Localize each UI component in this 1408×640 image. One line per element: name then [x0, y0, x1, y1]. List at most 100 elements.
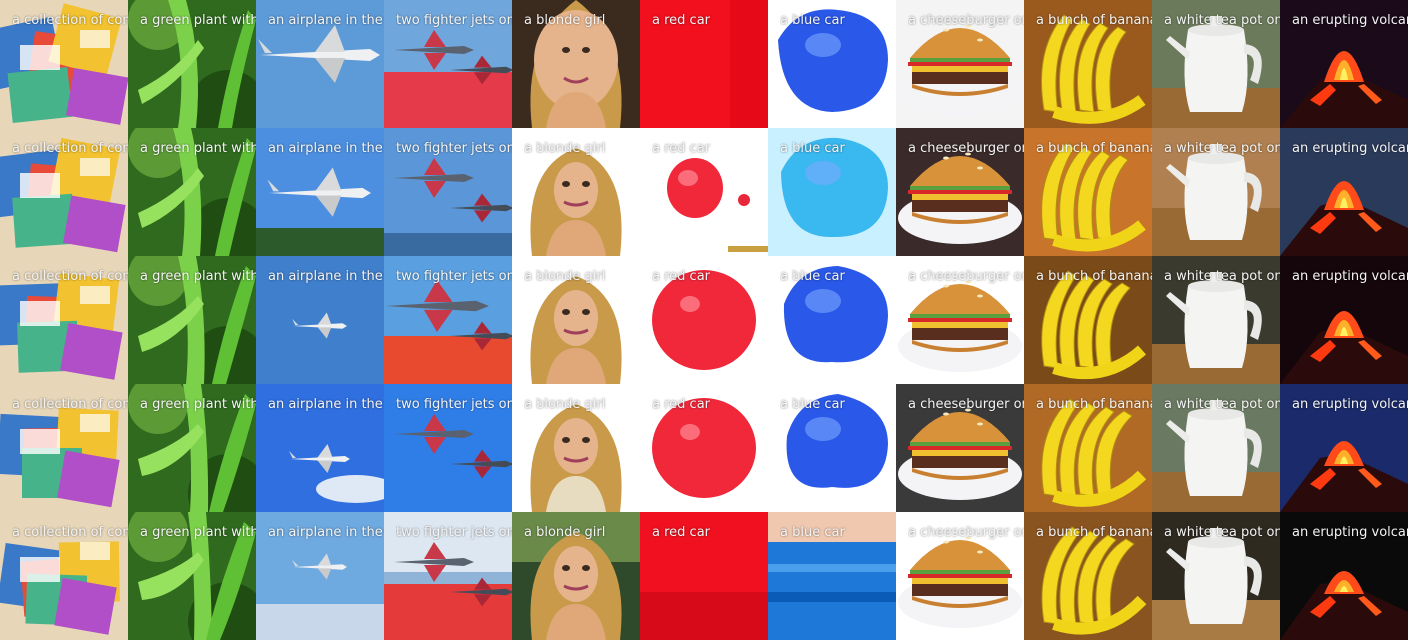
white-teapot-picture: [1152, 256, 1280, 384]
cheeseburger-picture: [896, 0, 1024, 128]
cheeseburger-image: a cheeseburger on: [896, 128, 1024, 256]
white-teapot-image: a white tea pot on: [1152, 384, 1280, 512]
blue-car-image: a blue car: [768, 0, 896, 128]
cheeseburger-image: a cheeseburger on: [896, 256, 1024, 384]
fighter-jets-image: two fighter jets on: [384, 512, 512, 640]
blonde-girl-picture: [512, 512, 640, 640]
blue-car-picture: [768, 384, 896, 512]
comic-books-image: a collection of comic books: [0, 128, 128, 256]
airplane-image: an airplane in the sky: [256, 0, 384, 128]
bananas-picture: [1024, 512, 1152, 640]
fighter-jets-picture: [384, 256, 512, 384]
blonde-girl-image: a blonde girl: [512, 256, 640, 384]
comic-books-image: a collection of comic books: [0, 512, 128, 640]
white-teapot-image: a white tea pot on: [1152, 512, 1280, 640]
volcano-image: an erupting volcano: [1280, 256, 1408, 384]
red-car-image: a red car: [640, 256, 768, 384]
airplane-image: an airplane in the sky: [256, 384, 384, 512]
comic-books-image: a collection of comic books: [0, 0, 128, 128]
volcano-image: an erupting volcano: [1280, 512, 1408, 640]
red-car-picture: [640, 128, 768, 256]
volcano-image: an erupting volcano: [1280, 384, 1408, 512]
green-plant-picture: [128, 512, 256, 640]
comic-books-picture: [0, 0, 128, 128]
blonde-girl-image: a blonde girl: [512, 384, 640, 512]
volcano-picture: [1280, 384, 1408, 512]
cheeseburger-image: a cheeseburger on: [896, 0, 1024, 128]
volcano-image: an erupting volcano: [1280, 128, 1408, 256]
fighter-jets-picture: [384, 128, 512, 256]
blue-car-image: a blue car: [768, 256, 896, 384]
blue-car-picture: [768, 256, 896, 384]
blonde-girl-picture: [512, 0, 640, 128]
red-car-image: a red car: [640, 384, 768, 512]
cheeseburger-picture: [896, 256, 1024, 384]
blonde-girl-picture: [512, 384, 640, 512]
green-plant-picture: [128, 384, 256, 512]
fighter-jets-image: two fighter jets on: [384, 0, 512, 128]
bananas-image: a bunch of bananas: [1024, 384, 1152, 512]
bananas-image: a bunch of bananas: [1024, 256, 1152, 384]
white-teapot-image: a white tea pot on: [1152, 128, 1280, 256]
green-plant-image: a green plant with: [128, 384, 256, 512]
fighter-jets-picture: [384, 0, 512, 128]
red-car-picture: [640, 512, 768, 640]
blonde-girl-image: a blonde girl: [512, 512, 640, 640]
red-car-image: a red car: [640, 512, 768, 640]
white-teapot-picture: [1152, 384, 1280, 512]
blonde-girl-picture: [512, 256, 640, 384]
bananas-picture: [1024, 256, 1152, 384]
volcano-picture: [1280, 512, 1408, 640]
cheeseburger-picture: [896, 384, 1024, 512]
bananas-image: a bunch of bananas: [1024, 128, 1152, 256]
red-car-picture: [640, 256, 768, 384]
volcano-image: an erupting volcano: [1280, 0, 1408, 128]
comic-books-image: a collection of comic books: [0, 256, 128, 384]
fighter-jets-picture: [384, 512, 512, 640]
comic-books-picture: [0, 384, 128, 512]
green-plant-image: a green plant with: [128, 512, 256, 640]
blue-car-picture: [768, 0, 896, 128]
airplane-picture: [256, 128, 384, 256]
blue-car-picture: [768, 128, 896, 256]
airplane-image: an airplane in the sky: [256, 512, 384, 640]
airplane-image: an airplane in the sky: [256, 256, 384, 384]
blonde-girl-picture: [512, 128, 640, 256]
cheeseburger-picture: [896, 128, 1024, 256]
fighter-jets-image: two fighter jets on: [384, 384, 512, 512]
green-plant-picture: [128, 0, 256, 128]
blue-car-image: a blue car: [768, 512, 896, 640]
airplane-image: an airplane in the sky: [256, 128, 384, 256]
blue-car-image: a blue car: [768, 384, 896, 512]
fighter-jets-image: two fighter jets on: [384, 128, 512, 256]
green-plant-image: a green plant with: [128, 0, 256, 128]
cheeseburger-picture: [896, 512, 1024, 640]
bananas-image: a bunch of bananas: [1024, 512, 1152, 640]
white-teapot-picture: [1152, 0, 1280, 128]
red-car-picture: [640, 384, 768, 512]
bananas-picture: [1024, 128, 1152, 256]
white-teapot-image: a white tea pot on: [1152, 256, 1280, 384]
fighter-jets-picture: [384, 384, 512, 512]
cheeseburger-image: a cheeseburger on: [896, 512, 1024, 640]
bananas-image: a bunch of bananas: [1024, 0, 1152, 128]
volcano-picture: [1280, 128, 1408, 256]
green-plant-picture: [128, 128, 256, 256]
bananas-picture: [1024, 384, 1152, 512]
volcano-picture: [1280, 0, 1408, 128]
airplane-picture: [256, 384, 384, 512]
green-plant-picture: [128, 256, 256, 384]
bananas-picture: [1024, 0, 1152, 128]
volcano-picture: [1280, 256, 1408, 384]
blonde-girl-image: a blonde girl: [512, 128, 640, 256]
comic-books-image: a collection of comic books: [0, 384, 128, 512]
green-plant-image: a green plant with: [128, 256, 256, 384]
white-teapot-picture: [1152, 128, 1280, 256]
red-car-picture: [640, 0, 768, 128]
fighter-jets-image: two fighter jets on: [384, 256, 512, 384]
airplane-picture: [256, 512, 384, 640]
blue-car-image: a blue car: [768, 128, 896, 256]
airplane-picture: [256, 256, 384, 384]
red-car-image: a red car: [640, 128, 768, 256]
